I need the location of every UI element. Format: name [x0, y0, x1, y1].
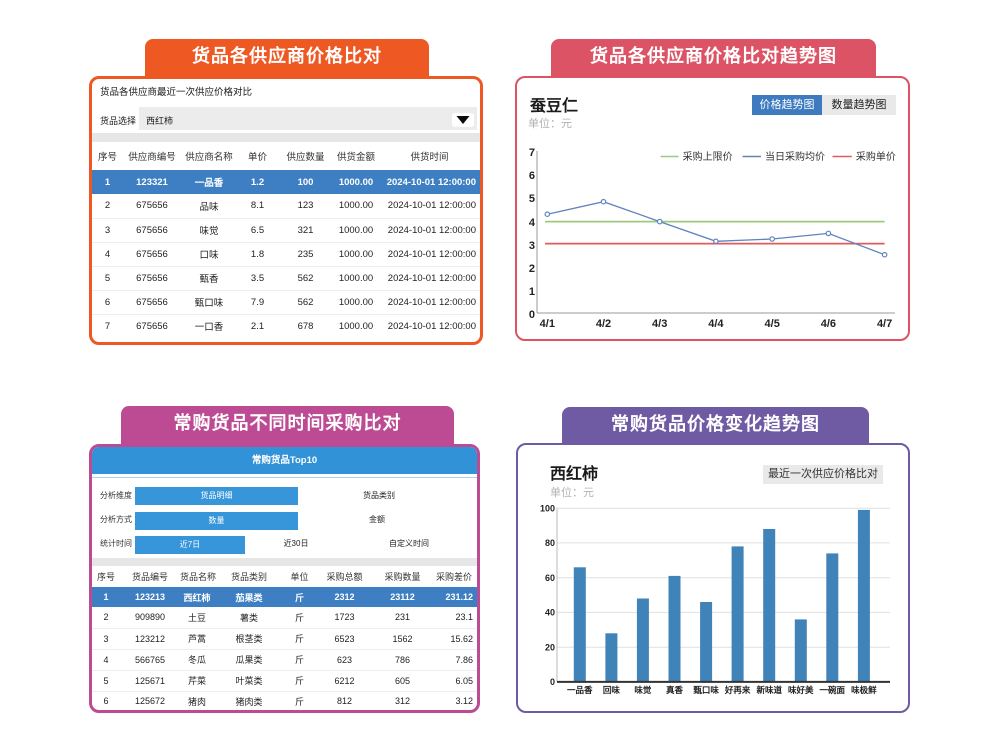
svg-text:6: 6 [529, 170, 535, 182]
svg-text:80: 80 [545, 538, 555, 548]
svg-text:0: 0 [550, 677, 555, 687]
svg-text:甄口味: 甄口味 [693, 685, 719, 695]
svg-text:4/3: 4/3 [652, 318, 667, 330]
svg-text:新味道: 新味道 [756, 685, 782, 695]
svg-text:当日采购均价: 当日采购均价 [765, 150, 825, 163]
svg-text:20: 20 [545, 642, 555, 652]
svg-text:5: 5 [529, 193, 535, 205]
svg-text:一碗面: 一碗面 [820, 685, 846, 695]
svg-text:回味: 回味 [603, 685, 621, 695]
svg-text:4/6: 4/6 [821, 318, 836, 330]
svg-text:60: 60 [545, 573, 555, 583]
svg-text:40: 40 [545, 608, 555, 618]
svg-text:味极鲜: 味极鲜 [851, 685, 877, 695]
svg-text:好再来: 好再来 [724, 685, 751, 695]
svg-text:2: 2 [529, 263, 535, 275]
svg-text:真香: 真香 [666, 685, 684, 695]
svg-text:0: 0 [529, 309, 535, 321]
svg-text:采购单价: 采购单价 [856, 150, 896, 163]
svg-text:一品香: 一品香 [567, 685, 593, 695]
svg-text:味觉: 味觉 [634, 685, 652, 695]
svg-text:4/2: 4/2 [596, 318, 611, 330]
svg-text:4: 4 [529, 217, 536, 229]
svg-text:4/1: 4/1 [540, 318, 555, 330]
svg-text:1: 1 [529, 286, 535, 298]
svg-text:4/5: 4/5 [765, 318, 780, 330]
svg-text:4/4: 4/4 [708, 318, 724, 330]
svg-text:100: 100 [540, 503, 555, 513]
svg-text:7: 7 [529, 147, 535, 159]
svg-text:味好美: 味好美 [788, 685, 814, 695]
svg-text:4/7: 4/7 [877, 318, 892, 330]
svg-text:采购上限价: 采购上限价 [683, 150, 733, 163]
svg-text:3: 3 [529, 240, 535, 252]
